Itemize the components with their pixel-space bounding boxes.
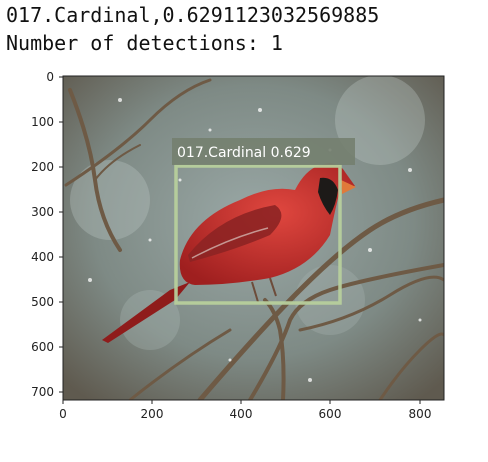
axes-frame [62,75,445,401]
cardinal-bird [102,163,356,343]
x-tick-label: 0 [59,407,67,421]
y-tick-label: 0 [46,70,54,84]
x-tick-label: 600 [319,407,342,421]
x-tick-label: 800 [409,407,432,421]
y-tick-label: 200 [31,160,54,174]
detection-label: 017.Cardinal 0.629 [177,145,311,161]
y-tick-label: 400 [31,250,54,264]
y-axis [59,76,63,393]
detection-box: 017.Cardinal 0.629 [172,138,355,305]
y-tick-label: 500 [31,295,54,309]
y-tick-label: 700 [31,385,54,399]
x-tick-label: 400 [230,407,253,421]
y-tick-label: 100 [31,115,54,129]
photo-image [63,76,444,400]
y-tick-label: 600 [31,340,54,354]
y-tick-label: 300 [31,205,54,219]
x-tick-label: 200 [141,407,164,421]
detection-label-background [172,138,355,165]
output-line-prediction: 017.Cardinal,0.6291123032569885 [6,3,380,27]
x-axis [62,400,421,404]
output-line-detection-count: Number of detections: 1 [6,31,283,55]
